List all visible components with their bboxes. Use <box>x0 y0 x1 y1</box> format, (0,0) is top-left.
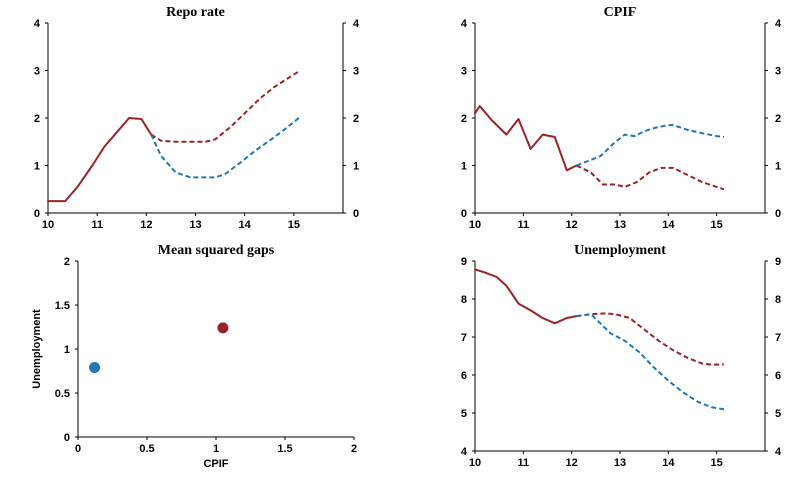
series-line-3 <box>576 313 725 411</box>
y-right-tick-label: 5 <box>775 408 781 420</box>
x-tick-label: 11 <box>91 219 103 231</box>
scatter-point-1 <box>89 361 101 373</box>
x-tick-label: 10 <box>469 457 481 469</box>
x-tick-label: 12 <box>140 219 152 231</box>
x-tick-label: 11 <box>518 219 530 231</box>
x-tick-label: 15 <box>288 219 300 231</box>
scatter-point-2 <box>217 322 229 334</box>
y-right-tick-label: 0 <box>353 208 359 220</box>
series-line-1 <box>47 117 153 203</box>
y-tick-label: 8 <box>461 294 467 306</box>
y-tick-label: 2 <box>64 256 70 268</box>
y-tick-label: 6 <box>461 370 467 382</box>
x-axis-label: CPIF <box>203 458 228 470</box>
series-line-3 <box>150 117 300 179</box>
x-tick-label: 13 <box>189 219 201 231</box>
panel-title: Unemployment <box>574 243 666 258</box>
y-right-tick-label: 8 <box>775 294 781 306</box>
y-right-tick-label: 1 <box>353 161 359 173</box>
y-tick-label: 2 <box>34 113 40 125</box>
series-line-3 <box>576 124 725 167</box>
y-tick-label: 3 <box>34 66 40 78</box>
x-tick-label: 0.5 <box>139 443 154 455</box>
y-right-tick-label: 3 <box>775 66 781 78</box>
y-tick-label: 5 <box>461 408 467 420</box>
series-line-1 <box>474 105 578 172</box>
x-tick-label: 12 <box>566 219 578 231</box>
y-right-tick-label: 4 <box>353 18 360 30</box>
series-line-2 <box>150 70 300 143</box>
series-line-2 <box>576 312 724 366</box>
y-axis-label: Unemployment <box>31 309 43 389</box>
y-tick-label: 4 <box>34 18 41 30</box>
x-tick-label: 15 <box>711 457 723 469</box>
y-tick-label: 0 <box>461 208 467 220</box>
x-tick-label: 13 <box>614 219 626 231</box>
panel-title: Mean squared gaps <box>158 243 275 258</box>
series-line-2 <box>576 164 725 191</box>
x-tick-label: 2 <box>351 443 357 455</box>
x-tick-label: 15 <box>711 219 723 231</box>
y-tick-label: 0 <box>64 432 70 444</box>
y-tick-label: 7 <box>461 332 467 344</box>
y-right-tick-label: 6 <box>775 370 781 382</box>
y-tick-label: 1.5 <box>55 300 70 312</box>
x-tick-label: 10 <box>469 219 481 231</box>
y-right-tick-label: 3 <box>353 66 359 78</box>
y-tick-label: 0.5 <box>55 388 70 400</box>
series-line-1 <box>474 268 578 325</box>
y-tick-label: 4 <box>461 18 468 30</box>
y-right-tick-label: 1 <box>775 161 781 173</box>
x-tick-label: 12 <box>566 457 578 469</box>
x-tick-label: 14 <box>239 219 252 231</box>
panel-3: Mean squared gaps 0 0.5 1 1.5 2 0 0.5 1 1.5 2 CPIF U… <box>31 243 357 470</box>
x-tick-label: 1.5 <box>277 443 292 455</box>
x-tick-label: 14 <box>662 219 675 231</box>
y-right-tick-label: 9 <box>775 256 781 268</box>
y-tick-label: 0 <box>34 208 40 220</box>
y-right-tick-label: 0 <box>775 208 781 220</box>
panel-title: CPIF <box>604 5 637 20</box>
y-tick-label: 1 <box>461 161 467 173</box>
x-tick-label: 13 <box>614 457 626 469</box>
y-tick-label: 1 <box>64 344 70 356</box>
x-tick-label: 10 <box>42 219 54 231</box>
x-tick-label: 11 <box>518 457 530 469</box>
panel-4: Unemployment 4 5 6 7 8 9 4 5 6 7 8 9 10 11 12 13 14 15 <box>461 243 782 469</box>
y-right-tick-label: 2 <box>353 113 359 125</box>
y-right-tick-label: 2 <box>775 113 781 125</box>
x-tick-label: 14 <box>662 457 675 469</box>
y-tick-label: 4 <box>461 446 468 458</box>
y-tick-label: 1 <box>34 161 40 173</box>
y-tick-label: 9 <box>461 256 467 268</box>
y-right-tick-label: 7 <box>775 332 781 344</box>
y-right-tick-label: 4 <box>775 446 782 458</box>
y-right-tick-label: 4 <box>775 18 782 30</box>
x-tick-label: 0 <box>75 443 81 455</box>
y-tick-label: 2 <box>461 113 467 125</box>
x-tick-label: 1 <box>213 443 219 455</box>
y-tick-label: 3 <box>461 66 467 78</box>
panel-title: Repo rate <box>166 5 225 20</box>
